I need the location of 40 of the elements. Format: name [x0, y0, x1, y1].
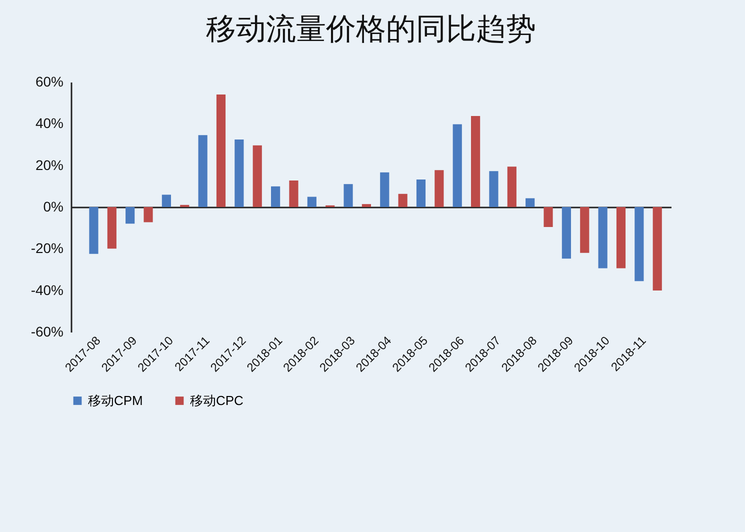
y-tick-label: 40% — [35, 115, 64, 132]
bar — [289, 180, 298, 207]
bar — [598, 207, 608, 268]
bar — [107, 207, 116, 249]
bar — [652, 207, 662, 291]
bar — [162, 194, 171, 207]
bar — [126, 207, 135, 224]
bar — [634, 207, 644, 282]
bar — [252, 145, 262, 207]
y-tick-label: -60% — [30, 324, 64, 340]
bar — [489, 171, 498, 207]
y-tick-label: 0% — [43, 198, 64, 214]
bar — [344, 184, 353, 207]
bar — [216, 94, 226, 207]
y-tick-label: 20% — [35, 156, 64, 173]
legend-label: 移动CPM — [88, 392, 143, 408]
legend-label: 移动CPC — [190, 392, 244, 408]
bar — [198, 135, 208, 207]
bar — [416, 180, 426, 207]
y-tick-label: -40% — [30, 282, 64, 298]
bar — [307, 196, 316, 207]
chart-title: 移动流量价格的同比趋势 — [206, 13, 536, 46]
bar — [580, 207, 590, 253]
bar — [544, 207, 553, 227]
bar — [616, 207, 626, 268]
bar — [362, 204, 371, 207]
bar — [507, 166, 516, 207]
bar — [434, 170, 444, 207]
bar — [234, 140, 244, 207]
bar — [144, 207, 153, 222]
bar — [89, 207, 98, 254]
bar — [398, 194, 408, 207]
bar — [526, 198, 535, 207]
y-tick-label: -20% — [30, 240, 64, 256]
bar — [562, 207, 571, 259]
bar — [380, 172, 390, 207]
bar — [471, 116, 480, 207]
bar — [452, 124, 462, 207]
y-tick-label: 60% — [35, 74, 64, 90]
bar — [271, 186, 280, 207]
